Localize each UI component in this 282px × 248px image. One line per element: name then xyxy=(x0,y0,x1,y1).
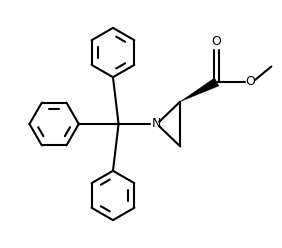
Text: O: O xyxy=(245,75,255,89)
Polygon shape xyxy=(180,78,219,102)
Text: N: N xyxy=(152,118,161,130)
Text: O: O xyxy=(212,35,222,48)
